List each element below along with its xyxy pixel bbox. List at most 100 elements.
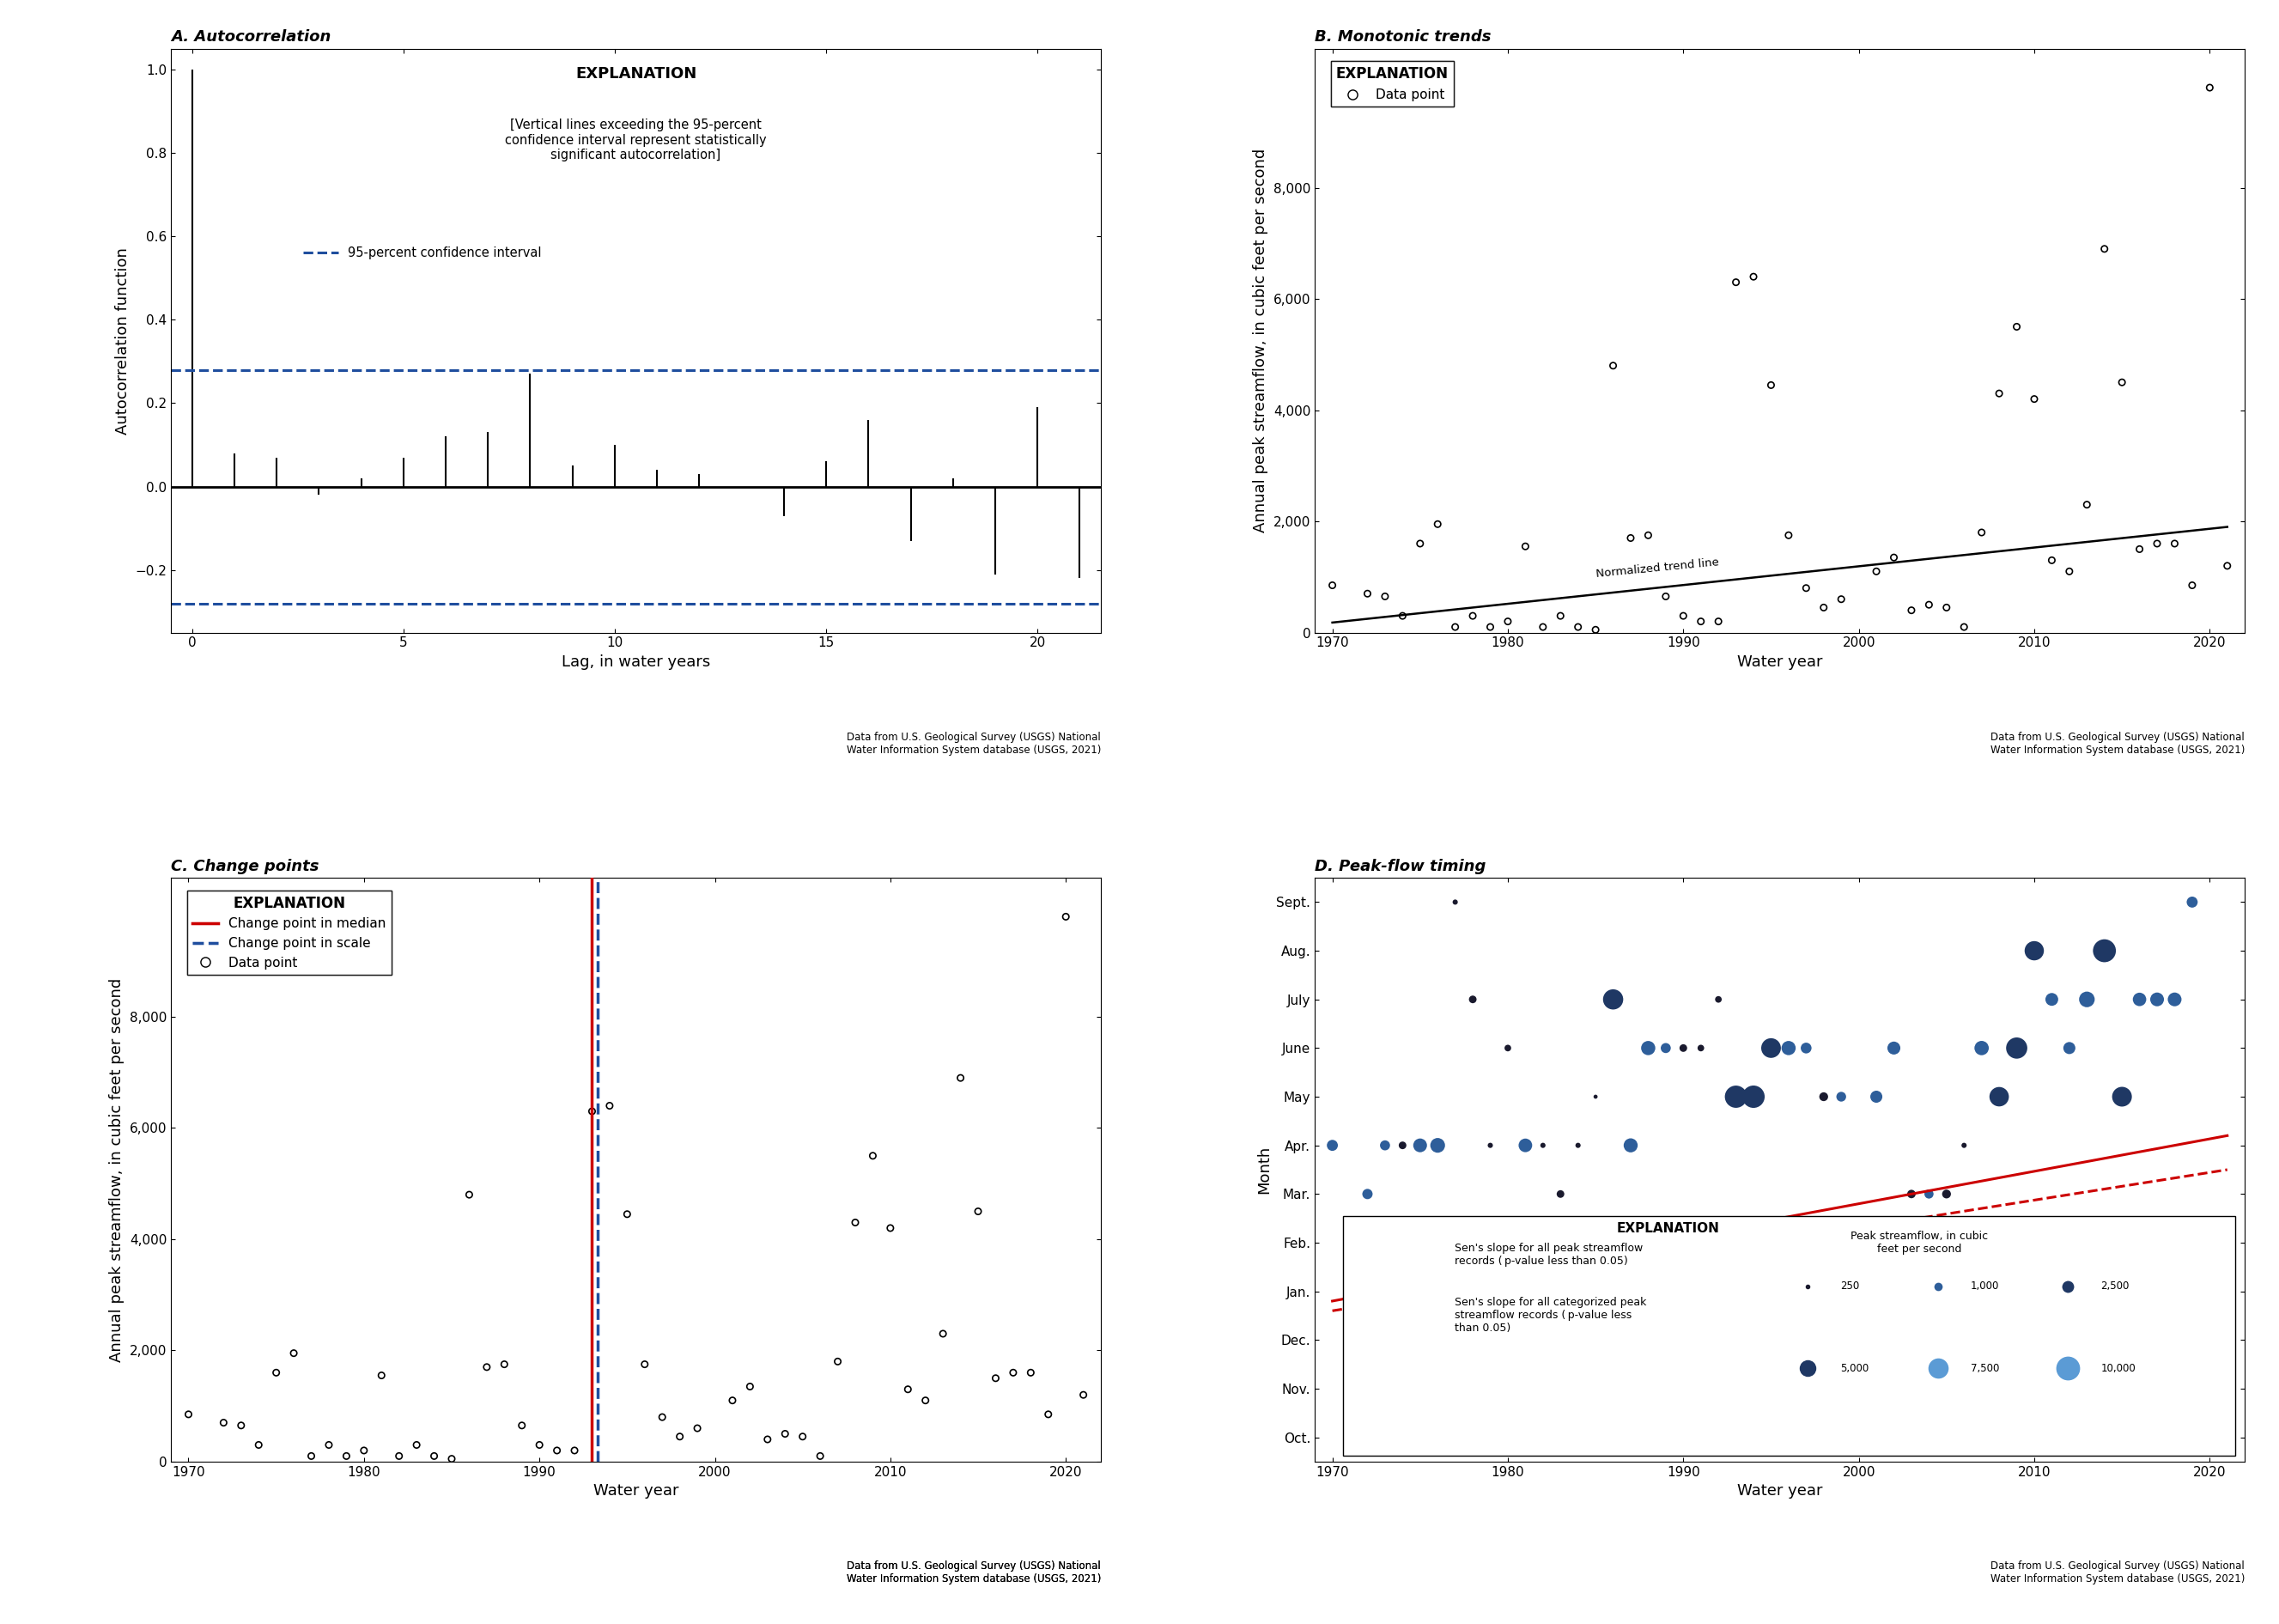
Text: EXPLANATION: EXPLANATION	[1616, 1223, 1721, 1236]
Point	[978, 1366, 1014, 1392]
Point	[1857, 559, 1894, 585]
Point	[802, 1444, 839, 1470]
Point	[1048, 903, 1085, 929]
Point	[1910, 591, 1946, 617]
X-axis label: Water year: Water year	[1737, 1483, 1823, 1499]
Point	[1734, 1083, 1771, 1109]
Point	[1964, 520, 2001, 546]
Point	[399, 1432, 435, 1458]
Point	[1999, 313, 2035, 339]
Point	[276, 1340, 312, 1366]
Point	[1525, 1132, 1561, 1158]
Point	[1506, 1132, 1543, 1158]
Text: A. Autocorrelation: A. Autocorrelation	[171, 29, 330, 45]
Point	[258, 1359, 294, 1385]
Point	[2104, 369, 2140, 395]
Point	[2069, 492, 2106, 518]
Point	[1700, 986, 1737, 1012]
Point	[1472, 614, 1509, 640]
Point	[1894, 598, 1930, 624]
Text: Data from U.S. Geological Survey (USGS) National
Water Information System databa: Data from U.S. Geological Survey (USGS) …	[1990, 732, 2245, 755]
Point	[362, 1363, 399, 1389]
Point	[750, 1426, 786, 1452]
Text: Data from U.S. Geological Survey (USGS) National
Water Information System databa: Data from U.S. Geological Survey (USGS) …	[1990, 1561, 2245, 1585]
Text: Sen's slope for all peak streamflow
records ( ​p-value less than 0.05): Sen's slope for all peak streamflow reco…	[1454, 1242, 1643, 1267]
Point	[1823, 1083, 1860, 1109]
Point	[2122, 536, 2158, 562]
Point	[2051, 559, 2088, 585]
Point	[1420, 512, 1456, 538]
Point	[1789, 575, 1825, 601]
Point	[907, 1387, 944, 1413]
Point	[2085, 235, 2122, 261]
Text: Peak streamflow, in cubic
feet per second: Peak streamflow, in cubic feet per secon…	[1851, 1231, 1987, 1255]
Point	[1910, 1181, 1946, 1207]
Point	[889, 1376, 925, 1402]
Point	[1648, 1034, 1684, 1060]
Point	[941, 1065, 978, 1091]
Legend: 95-percent confidence interval: 95-percent confidence interval	[299, 242, 547, 265]
Point	[1402, 1132, 1438, 1158]
Point	[294, 1444, 330, 1470]
Point	[1315, 1132, 1351, 1158]
Point	[485, 1351, 522, 1377]
Point	[1771, 523, 1807, 549]
Point	[1928, 594, 1964, 620]
Point	[2017, 937, 2053, 963]
Point	[522, 1432, 558, 1458]
Point	[1064, 1382, 1101, 1408]
Text: Normalized trend line: Normalized trend line	[1595, 557, 1721, 580]
Point	[661, 1424, 697, 1450]
Point	[1438, 888, 1475, 914]
Point	[1315, 572, 1351, 598]
Point	[1454, 986, 1490, 1012]
Point	[645, 1405, 681, 1431]
Point	[608, 1202, 645, 1228]
Point	[538, 1437, 574, 1463]
Point	[925, 1320, 962, 1346]
Point	[504, 1413, 540, 1439]
Text: EXPLANATION: EXPLANATION	[1611, 1216, 1725, 1233]
Text: 1,000: 1,000	[1971, 1281, 1999, 1293]
Point	[820, 1348, 857, 1374]
Point	[1946, 614, 1983, 640]
Point	[2174, 888, 2211, 914]
Point	[732, 1374, 768, 1400]
Point	[1420, 1132, 1456, 1158]
Point	[1349, 581, 1386, 607]
Point	[2208, 552, 2245, 578]
Point	[784, 1424, 820, 1450]
Point	[627, 1351, 663, 1377]
Point	[713, 1387, 750, 1413]
Point	[556, 1437, 593, 1463]
Point	[1490, 609, 1527, 635]
Point	[766, 1421, 802, 1447]
Point	[2192, 75, 2229, 101]
Text: 2,500: 2,500	[2101, 1281, 2129, 1293]
Point	[2033, 547, 2069, 573]
Text: 7,500: 7,500	[1971, 1363, 1999, 1374]
Point	[1789, 1034, 1825, 1060]
Point	[1454, 603, 1490, 628]
Point	[2017, 387, 2053, 412]
Point	[1543, 1181, 1579, 1207]
Point	[1383, 1132, 1420, 1158]
Point	[1682, 609, 1718, 635]
Point	[1349, 1181, 1386, 1207]
Point	[1577, 617, 1614, 643]
Y-axis label: Month: Month	[1256, 1145, 1272, 1194]
Point	[239, 1432, 276, 1458]
Point	[415, 1444, 451, 1470]
Point	[1753, 372, 1789, 398]
Point	[1718, 1083, 1755, 1109]
Point	[1595, 986, 1632, 1012]
Point	[873, 1215, 909, 1241]
Point	[2208, 1424, 2245, 1450]
Point	[1543, 603, 1579, 628]
Text: EXPLANATION: EXPLANATION	[574, 67, 697, 81]
Point	[1629, 523, 1666, 549]
Point	[2085, 937, 2122, 963]
Point	[1438, 614, 1475, 640]
Point	[2174, 572, 2211, 598]
Point	[328, 1444, 365, 1470]
